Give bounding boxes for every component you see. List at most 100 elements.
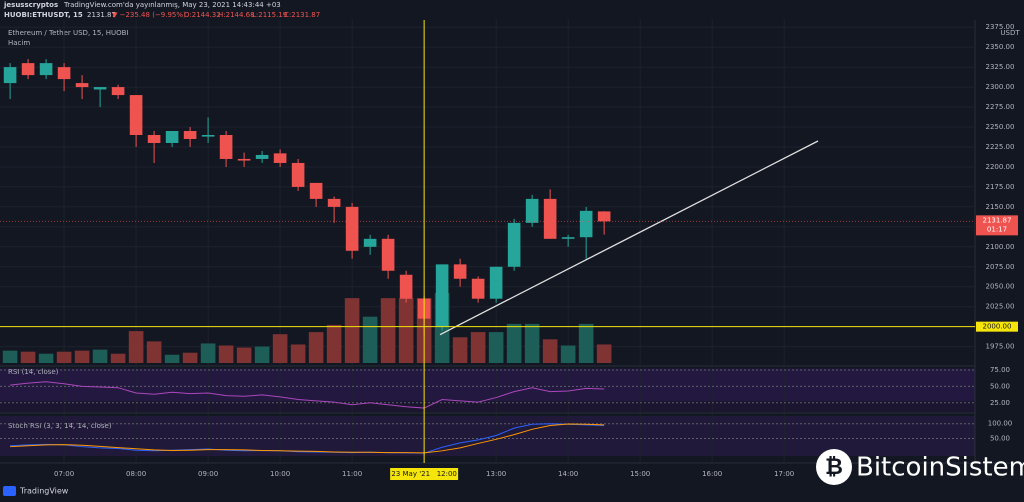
x-tick-label: 08:00 xyxy=(126,470,146,478)
candle-body xyxy=(165,131,179,143)
y-tick-label: 2225.00 xyxy=(986,143,1015,151)
candle-body xyxy=(309,182,323,199)
x-tick-label: 07:00 xyxy=(54,470,74,478)
y-tick-label: 2175.00 xyxy=(986,183,1015,191)
candle-body xyxy=(183,131,197,139)
candle-body xyxy=(381,238,395,271)
x-tick-label: 10:00 xyxy=(270,470,290,478)
candle-body xyxy=(525,198,539,223)
candle-body xyxy=(363,238,377,247)
volume-bar xyxy=(560,345,576,363)
y-tick-label: 2300.00 xyxy=(986,83,1015,91)
symbol: HUOBI:ETHUSDT, 15 xyxy=(4,11,83,19)
volume-bar xyxy=(128,331,144,363)
watermark-group: ₿ BitcoinSistemi xyxy=(816,449,1024,485)
volume-bar xyxy=(38,353,54,363)
y-tick-label: 2150.00 xyxy=(986,203,1015,211)
candle-body xyxy=(111,87,125,96)
volume-bar xyxy=(452,337,468,363)
volume-bar xyxy=(596,344,612,363)
candle-body xyxy=(75,83,89,88)
y-tick-label: 2375.00 xyxy=(986,23,1015,31)
candle-body xyxy=(129,95,143,135)
y-tick-label: 2275.00 xyxy=(986,103,1015,111)
volume-bar xyxy=(74,350,90,363)
crosshair-y-box xyxy=(976,321,1018,332)
candle-body xyxy=(21,63,35,76)
rsi-title: RSI (14, close) xyxy=(8,368,59,376)
ohlc: O:2144.32 xyxy=(184,11,221,19)
watermark-icon xyxy=(816,449,852,485)
volume-bar xyxy=(56,351,72,363)
candle-body xyxy=(237,158,251,161)
candle-body xyxy=(345,206,359,251)
last-price-label: 2131.87 xyxy=(983,216,1012,224)
volume-bar xyxy=(542,339,558,363)
published: TradingView.com'da yayınlanmış, May 23, … xyxy=(63,1,281,9)
volume-bar xyxy=(236,347,252,363)
candle-body xyxy=(57,67,71,80)
indicator-tick-label: 50.00 xyxy=(990,434,1010,442)
volume-bar xyxy=(578,323,594,363)
indicator-tick-label: 50.00 xyxy=(990,382,1010,390)
x-tick-label: 11:00 xyxy=(342,470,362,478)
stoch-band xyxy=(0,416,975,456)
candle-body xyxy=(453,264,467,279)
x-tick-label: 16:00 xyxy=(702,470,722,478)
volume-bar xyxy=(362,316,378,363)
volume-bar xyxy=(326,324,342,363)
ohlc: H:2144.68 xyxy=(218,11,255,19)
rsi-band xyxy=(0,369,975,401)
candle-body xyxy=(327,198,341,207)
indicator-line xyxy=(10,381,605,409)
candle-body xyxy=(291,162,305,187)
volume-bar xyxy=(200,343,216,363)
crosshair-x-label: 23 May '21 12:00 xyxy=(391,470,457,478)
y-tick-label: 2350.00 xyxy=(986,43,1015,51)
y-tick-label: 2025.00 xyxy=(986,303,1015,311)
candle-body xyxy=(507,222,521,267)
indicator-line xyxy=(10,423,605,454)
ohlc: C:2131.87 xyxy=(284,11,320,19)
volume-bar xyxy=(290,344,306,363)
watermark: BitcoinSistemi xyxy=(856,453,1024,483)
candle-body xyxy=(597,211,611,222)
candle-body xyxy=(201,135,215,137)
x-tick-label: 17:00 xyxy=(774,470,794,478)
volume-bar xyxy=(380,298,396,363)
candle-body xyxy=(489,266,503,299)
last: 2131.87 xyxy=(87,11,116,19)
currency: USDT xyxy=(1000,29,1020,37)
indicator-tick-label: 25.00 xyxy=(990,399,1010,407)
stoch-title: Stoch RSI (3, 3, 14, 14, close) xyxy=(8,422,112,430)
volume-bar xyxy=(182,352,198,363)
volume-bar xyxy=(2,350,18,363)
y-tick-label: 2250.00 xyxy=(986,123,1015,131)
candle-body xyxy=(147,135,161,143)
indicator-tick-label: 100.00 xyxy=(988,420,1013,428)
candle-body xyxy=(399,274,413,299)
y-tick-label: 1975.00 xyxy=(986,343,1015,351)
y-tick-label: 2200.00 xyxy=(986,163,1015,171)
volume-bar xyxy=(506,323,522,363)
candle-body xyxy=(561,237,575,239)
logo-icon xyxy=(3,486,16,496)
candle-body xyxy=(543,198,557,239)
volume-bar xyxy=(218,345,234,363)
volume-bar xyxy=(146,341,162,363)
volume-bar xyxy=(488,332,504,363)
x-tick-label: 09:00 xyxy=(198,470,218,478)
y-tick-label: 2050.00 xyxy=(986,283,1015,291)
volume-bar xyxy=(524,323,540,363)
candle-body xyxy=(39,63,53,76)
volume-bar xyxy=(92,349,108,363)
author: jesusscryptos xyxy=(3,1,58,9)
candle-body xyxy=(273,153,287,163)
volume-bar xyxy=(272,334,288,363)
watermark-icon-symbol: ₿ xyxy=(825,455,843,480)
y-tick-label: 2075.00 xyxy=(986,263,1015,271)
change: ▼ −235.48 (−9.95%) xyxy=(112,11,186,19)
volume-bar xyxy=(344,298,360,363)
countdown-label: 01:17 xyxy=(987,225,1007,233)
